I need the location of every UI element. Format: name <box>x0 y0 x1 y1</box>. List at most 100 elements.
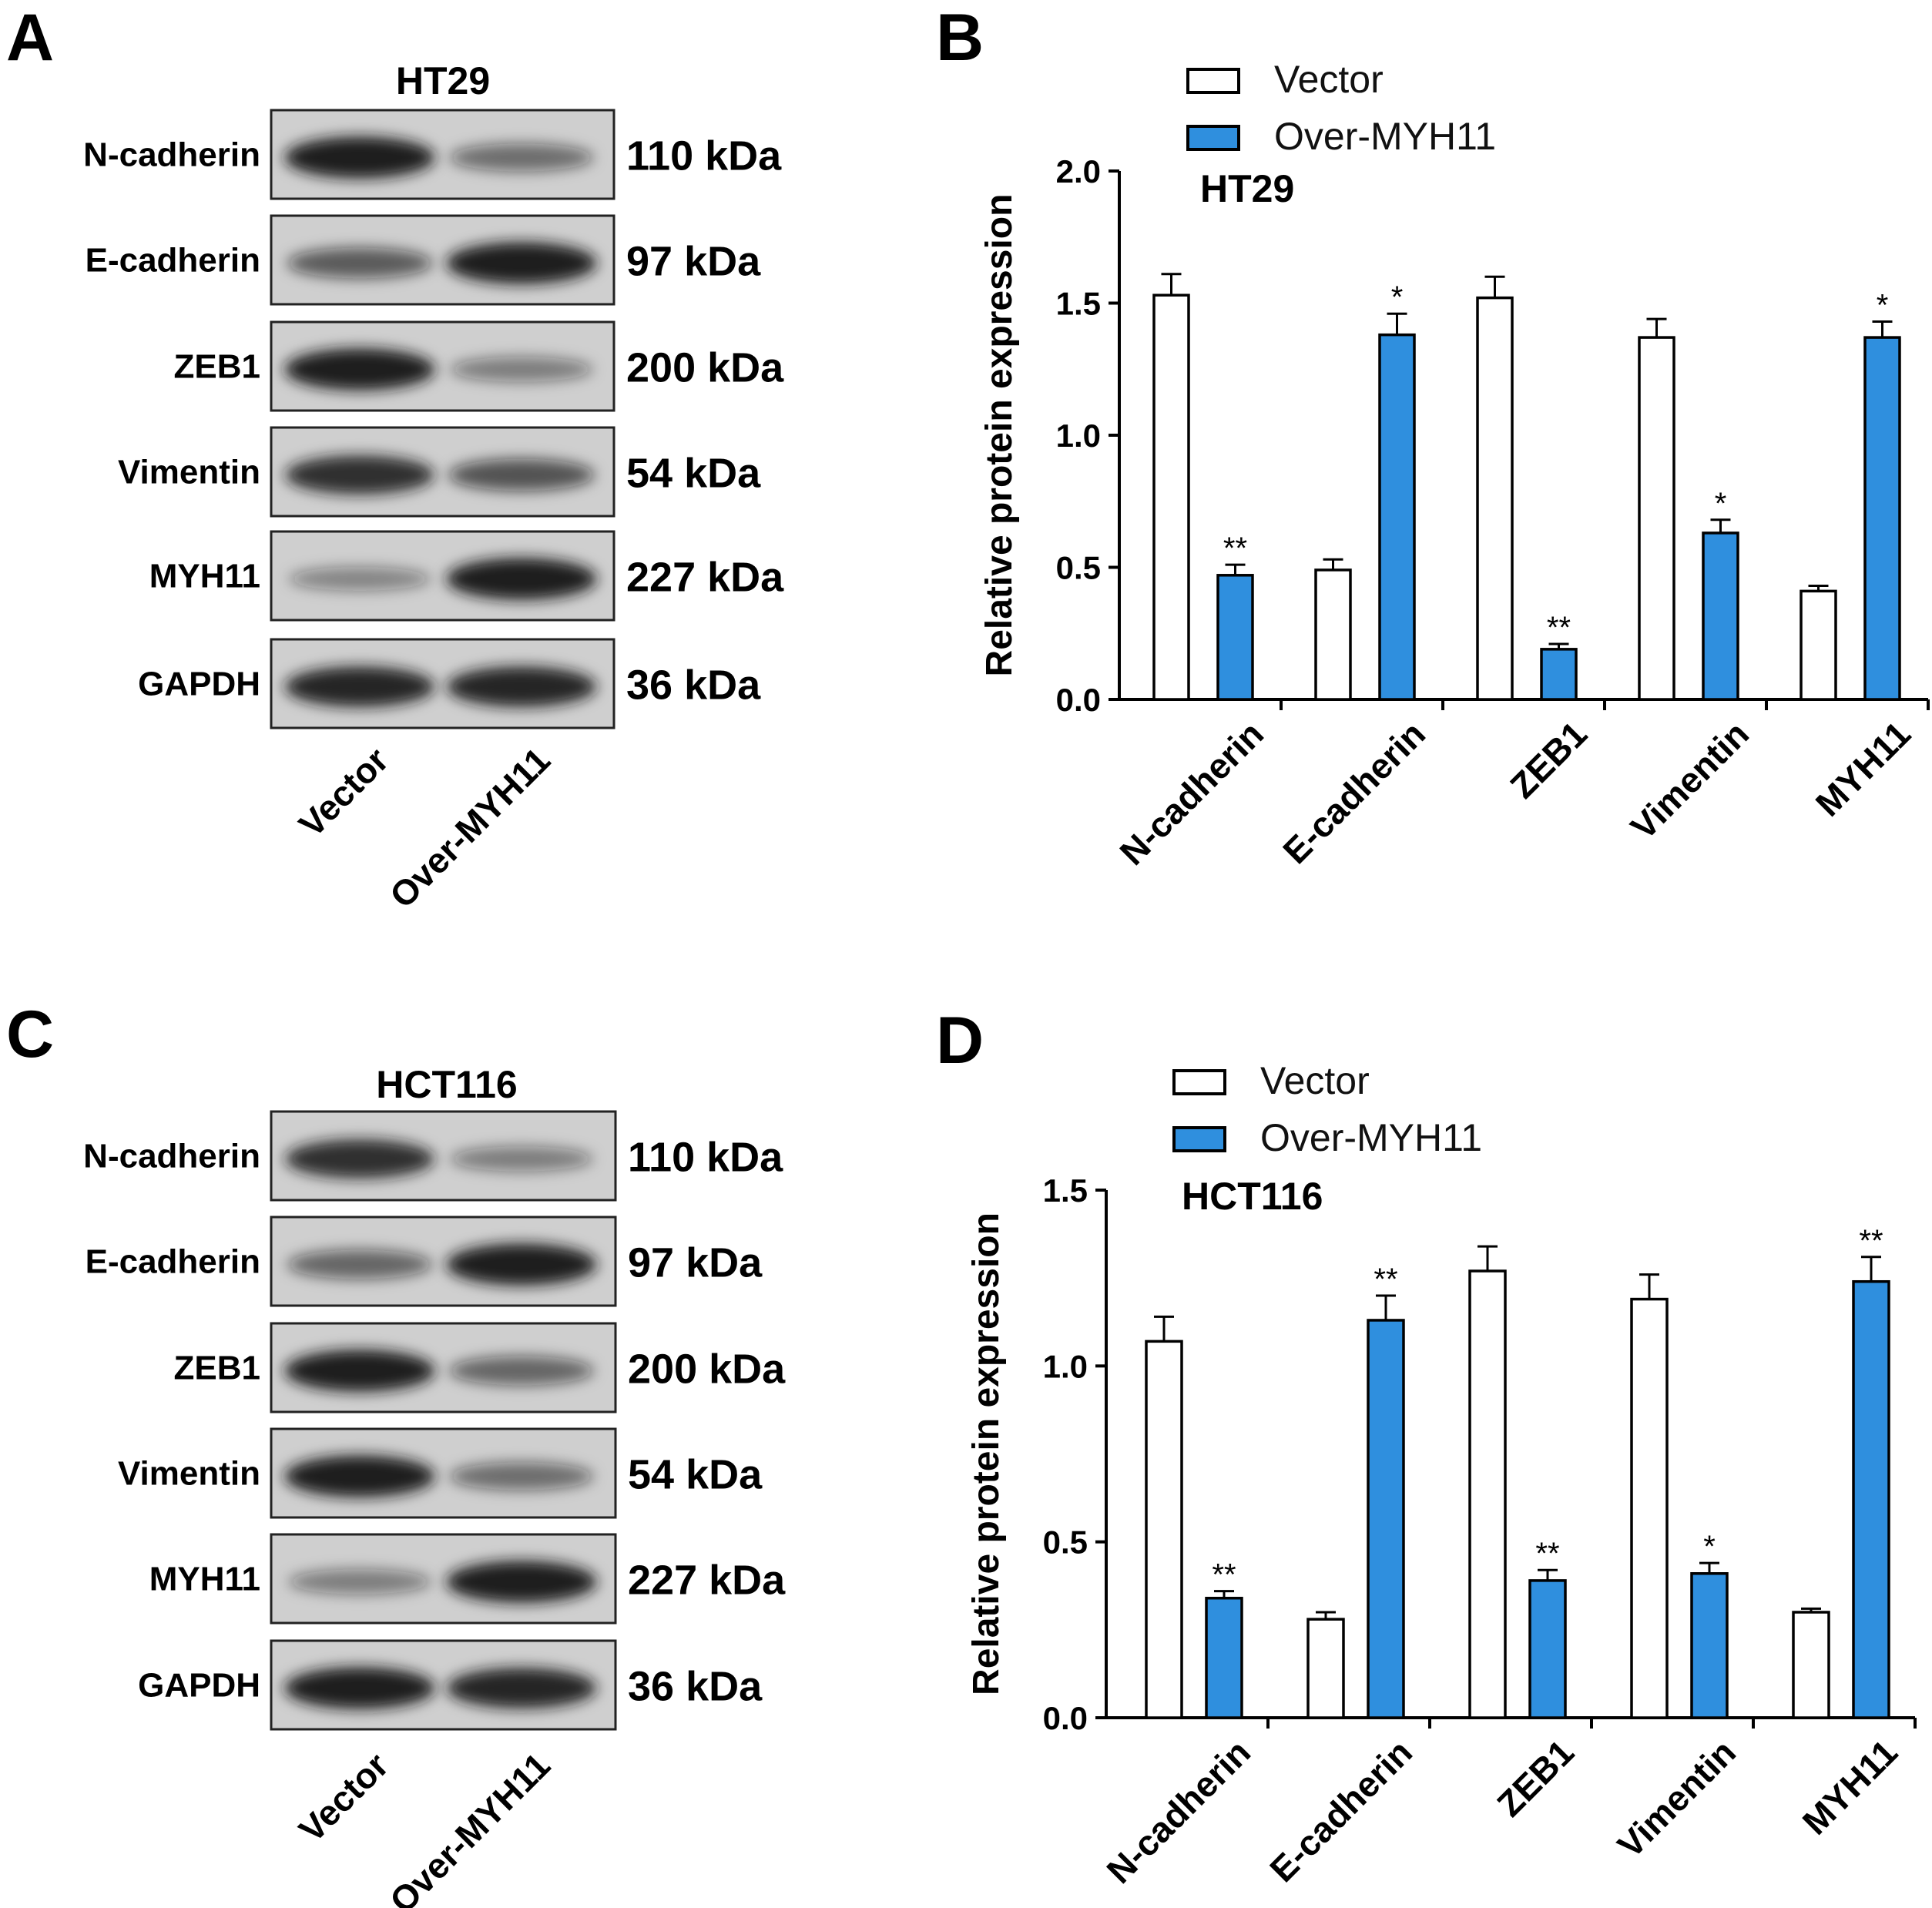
bar-vector <box>1630 1297 1669 1719</box>
x-tick-label: Vimentin <box>1623 713 1757 847</box>
lane-label: Over-MYH11 <box>382 739 558 915</box>
bar-chart-hct116: 0.0 0.5 1.0 1.5 Relative protein expression *… <box>966 1059 1917 1891</box>
protein-band <box>446 242 597 284</box>
protein-band <box>284 1667 435 1709</box>
kda-label: 200 kDa <box>628 1346 786 1393</box>
protein-band <box>287 1249 432 1279</box>
lane-label: Vector <box>291 739 396 844</box>
protein-label: E-cadherin <box>86 242 260 280</box>
protein-band <box>449 1356 594 1386</box>
protein-label: ZEB1 <box>174 1350 260 1387</box>
kda-label: 227 kDa <box>628 1558 786 1604</box>
significance-marker: ** <box>1374 1262 1397 1296</box>
bar-chart-ht29: 0.0 0.5 1.0 1.5 2.0 Relative protein expressi… <box>979 58 1930 873</box>
panel-letter-d: D <box>936 1004 984 1078</box>
bar-over-myh11 <box>1690 1572 1729 1719</box>
bar-vector <box>1314 568 1352 701</box>
y-tick-label: 0.5 <box>1056 550 1101 586</box>
y-tick-label: 1.5 <box>1043 1172 1088 1209</box>
bar-over-myh11 <box>1378 333 1416 701</box>
kda-label: 97 kDa <box>626 239 761 285</box>
x-tick-label: MYH11 <box>1808 713 1918 823</box>
bar-vector <box>1476 296 1514 701</box>
y-tick-label: 1.0 <box>1056 417 1101 454</box>
protein-band <box>446 1561 597 1603</box>
bar-over-myh11 <box>1528 1579 1567 1719</box>
protein-band <box>284 666 435 707</box>
kda-label: 110 kDa <box>628 1135 783 1181</box>
legend-swatch-vector <box>1172 1069 1226 1095</box>
protein-band <box>446 558 597 600</box>
y-tick-label: 0.5 <box>1043 1524 1088 1561</box>
significance-marker: * <box>1715 487 1727 521</box>
legend-swatch-vector <box>1186 68 1240 94</box>
protein-label: MYH11 <box>149 558 260 595</box>
panel-letter-a: A <box>6 1 54 75</box>
bar-over-myh11 <box>1702 531 1739 701</box>
legend-swatch-over-myh11 <box>1186 125 1240 151</box>
protein-band <box>450 357 593 382</box>
bar-vector <box>1152 293 1190 701</box>
significance-marker: * <box>1877 289 1889 323</box>
bar-vector <box>1145 1340 1183 1719</box>
protein-band <box>284 1350 435 1392</box>
protein-label: ZEB1 <box>174 348 260 386</box>
protein-band <box>284 348 435 391</box>
protein-label: GAPDH <box>138 666 260 703</box>
protein-label: Vimentin <box>118 1455 260 1493</box>
protein-label: Vimentin <box>118 454 260 491</box>
protein-label: MYH11 <box>149 1561 260 1598</box>
protein-band <box>449 1462 594 1491</box>
bar-vector <box>1306 1618 1345 1719</box>
chart-title: HCT116 <box>1182 1175 1323 1218</box>
protein-band <box>448 458 595 491</box>
bar-over-myh11 <box>1540 648 1578 701</box>
bar-over-myh11 <box>1367 1319 1405 1719</box>
significance-marker: ** <box>1212 1558 1236 1592</box>
legend-swatch-over-myh11 <box>1172 1126 1226 1152</box>
protein-label: N-cadherin <box>83 1138 260 1175</box>
kda-label: 97 kDa <box>628 1240 763 1286</box>
significance-marker: ** <box>1223 531 1247 565</box>
y-axis-label: Relative protein expression <box>979 194 1020 677</box>
protein-band <box>446 666 597 707</box>
y-tick-label: 1.0 <box>1043 1348 1088 1384</box>
significance-marker: ** <box>1859 1224 1883 1258</box>
bar-vector <box>1800 589 1837 701</box>
bar-over-myh11 <box>1852 1279 1890 1719</box>
protein-band <box>449 143 594 172</box>
protein-band <box>446 1668 597 1708</box>
kda-label: 200 kDa <box>626 345 784 391</box>
x-tick-label: ZEB1 <box>1489 1732 1581 1824</box>
protein-label: E-cadherin <box>86 1243 260 1281</box>
lane-label: Vector <box>291 1745 396 1849</box>
protein-band <box>285 455 434 495</box>
protein-band <box>285 1139 434 1179</box>
legend-label: Over-MYH11 <box>1260 1116 1482 1159</box>
blot-title-hct116: HCT116 <box>376 1063 517 1106</box>
kda-label: 36 kDa <box>628 1664 763 1710</box>
y-tick-label: 1.5 <box>1056 286 1101 322</box>
significance-marker: * <box>1703 1530 1716 1564</box>
protein-band <box>284 1455 435 1497</box>
blot-title-ht29: HT29 <box>396 59 490 102</box>
y-tick-label: 0.0 <box>1043 1700 1088 1736</box>
x-tick-label: E-cadherin <box>1262 1732 1420 1890</box>
legend-label: Vector <box>1274 58 1384 101</box>
significance-marker: ** <box>1547 611 1571 645</box>
kda-label: 54 kDa <box>628 1452 763 1498</box>
legend-label: Vector <box>1260 1059 1370 1102</box>
western-blot-ht29: N-cadherin 110 kDa E-cadherin 97 kDa ZEB1 200… <box>83 109 784 916</box>
significance-marker: ** <box>1535 1537 1559 1571</box>
protein-band <box>287 247 433 279</box>
y-tick-label: 2.0 <box>1056 153 1101 189</box>
x-tick-label: ZEB1 <box>1502 713 1595 806</box>
legend-label: Over-MYH11 <box>1274 115 1496 158</box>
x-tick-label: E-cadherin <box>1275 713 1433 871</box>
bar-over-myh11 <box>1863 336 1901 701</box>
protein-band <box>450 1146 593 1172</box>
protein-band <box>446 1243 597 1286</box>
chart-title: HT29 <box>1200 167 1294 210</box>
bar-over-myh11 <box>1205 1596 1243 1719</box>
